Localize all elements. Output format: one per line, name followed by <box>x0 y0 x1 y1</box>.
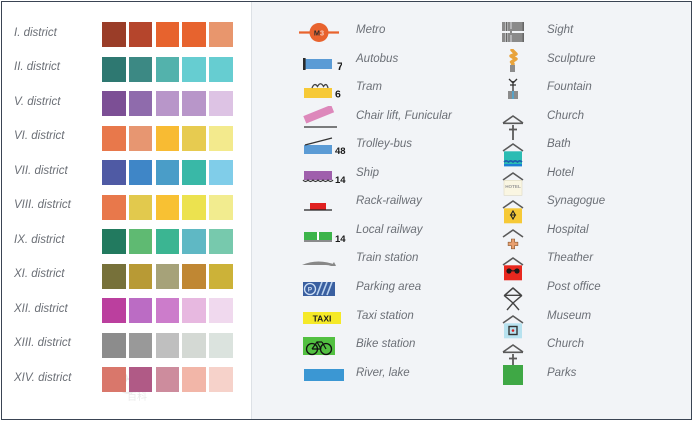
svg-text:7: 7 <box>337 61 342 72</box>
svg-text:6: 6 <box>335 89 341 100</box>
svg-text:HOTEL: HOTEL <box>505 184 521 189</box>
svg-text:M3: M3 <box>314 28 324 37</box>
svg-text:48: 48 <box>335 146 346 156</box>
svg-text:P: P <box>308 287 313 294</box>
svg-text:14: 14 <box>335 175 346 186</box>
svg-text:TAXI: TAXI <box>313 313 332 323</box>
svg-text:14: 14 <box>335 234 346 245</box>
